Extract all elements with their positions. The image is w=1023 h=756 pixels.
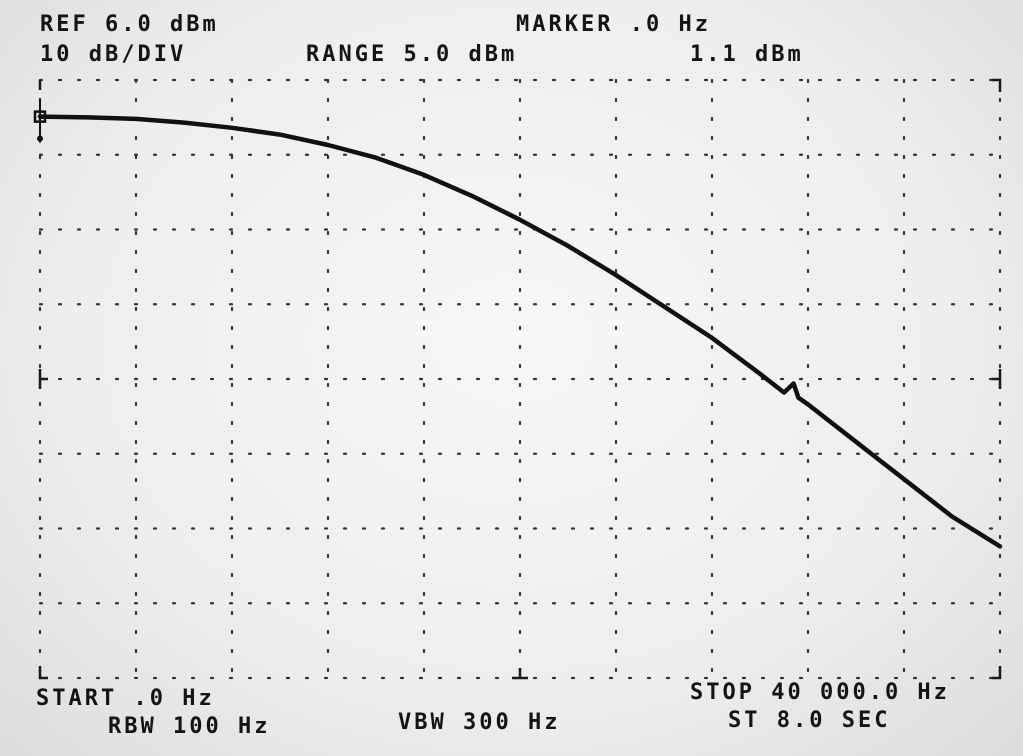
resolution-bandwidth-label: RBW 100 Hz xyxy=(108,714,271,739)
video-bandwidth-label: VBW 300 Hz xyxy=(398,710,561,735)
bottom-right-corner-mark xyxy=(992,666,1002,680)
reference-level-label: REF 6.0 dBm xyxy=(40,12,219,37)
sweep-time-label: ST 8.0 SEC xyxy=(728,708,891,733)
trace-layer xyxy=(33,98,1003,549)
start-frequency-label: START .0 Hz xyxy=(36,686,215,711)
right-center-tick xyxy=(992,369,1002,389)
range-label: RANGE 5.0 dBm xyxy=(306,42,518,67)
bottom-left-corner-mark xyxy=(38,666,48,680)
left-center-tick xyxy=(38,369,48,389)
scale-per-division-label: 10 dB/DIV xyxy=(40,42,187,67)
marker-amplitude-label: 1.1 dBm xyxy=(690,42,804,67)
marker-dot xyxy=(37,135,43,142)
stop-frequency-label: STOP 40 000.0 Hz xyxy=(690,680,950,705)
graticule xyxy=(38,78,1002,680)
top-right-corner-mark xyxy=(992,78,1002,92)
bottom-center-tick xyxy=(512,668,528,680)
spectrum-trace-line xyxy=(37,114,1003,549)
marker-frequency-label: MARKER .0 Hz xyxy=(516,12,711,37)
